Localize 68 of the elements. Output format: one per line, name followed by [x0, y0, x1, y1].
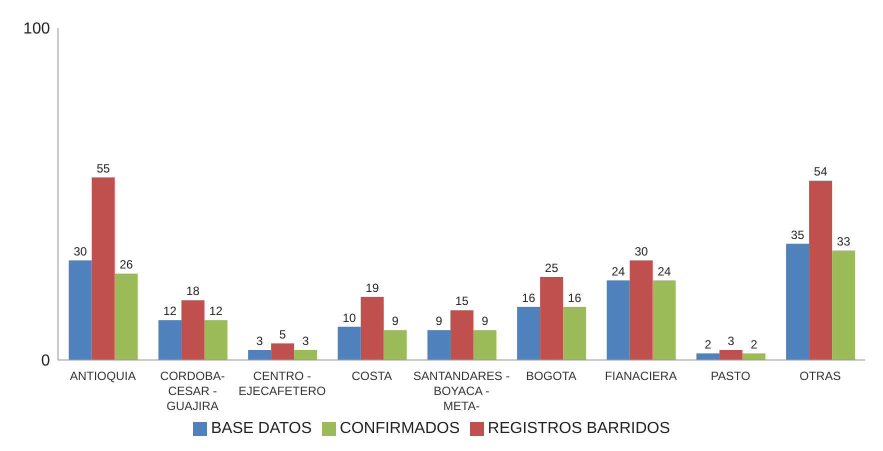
y-tick-label: 100 — [23, 20, 50, 38]
bar — [204, 320, 228, 360]
data-label: 54 — [814, 164, 828, 179]
data-label: 12 — [163, 304, 177, 318]
data-label: 26 — [120, 258, 134, 272]
x-tick-label: SANTANDARES - BOYACA - META- — [413, 369, 510, 413]
x-tick-label: CENTRO - EJECAFETERO — [238, 369, 326, 398]
data-label: 5 — [279, 327, 286, 342]
data-label: 2 — [750, 337, 758, 352]
bar — [473, 330, 496, 360]
bar — [719, 350, 742, 360]
data-label: 30 — [634, 244, 648, 258]
data-label: 18 — [186, 284, 200, 298]
data-label: 24 — [612, 264, 626, 278]
bar — [114, 274, 138, 360]
x-tick-label: ANTIOQUIA — [70, 369, 136, 383]
legend-label: BASE DATOS — [210, 420, 312, 437]
data-label: 9 — [482, 314, 489, 328]
data-label: 15 — [455, 294, 469, 308]
bar — [630, 260, 653, 360]
bar — [696, 353, 720, 360]
data-label: 10 — [342, 310, 356, 325]
y-tick-label: 0 — [41, 352, 50, 370]
data-label: 30 — [74, 244, 88, 258]
bar — [158, 320, 182, 360]
x-tick-label: OTRAS — [799, 369, 841, 383]
data-label: 33 — [836, 234, 851, 248]
data-label: 24 — [658, 264, 672, 278]
data-label: 19 — [366, 280, 380, 295]
x-tick-label: FIANACIERA — [604, 369, 677, 383]
bar — [360, 296, 384, 360]
data-label: 3 — [728, 334, 735, 348]
bar — [540, 277, 564, 360]
bar — [181, 300, 204, 360]
bar — [68, 260, 92, 360]
data-label: 9 — [436, 314, 443, 328]
x-tick-label: COSTA — [352, 369, 392, 383]
data-label: 16 — [568, 290, 582, 305]
bar — [427, 330, 450, 360]
data-label: 12 — [209, 304, 223, 318]
data-label: 25 — [544, 261, 559, 275]
bar — [294, 350, 318, 360]
bar — [338, 326, 361, 360]
legend-label: CONFIRMADOS — [340, 420, 460, 437]
data-label: 2 — [704, 337, 712, 352]
data-label: 16 — [522, 290, 536, 305]
data-label: 3 — [302, 334, 310, 348]
bar — [809, 180, 832, 360]
bar — [786, 244, 810, 360]
bar — [248, 350, 272, 360]
x-tick-label: CORDOBA- CESAR - GUAJIRA — [160, 369, 225, 413]
bar — [652, 280, 676, 360]
bar — [563, 306, 586, 360]
x-tick-label: BOGOTA — [526, 369, 576, 383]
bar — [832, 250, 856, 360]
data-label: 3 — [256, 334, 264, 348]
bar — [606, 280, 630, 360]
bar — [517, 306, 540, 360]
legend-label: REGISTROS BARRIDOS — [488, 420, 670, 437]
data-label: 9 — [392, 314, 399, 328]
x-tick-label: PASTO — [710, 369, 750, 383]
bar — [384, 330, 407, 360]
data-label: 35 — [790, 228, 805, 242]
bar — [742, 353, 766, 360]
data-label: 55 — [96, 161, 110, 176]
bar — [450, 310, 474, 360]
bar — [92, 177, 115, 360]
bar — [271, 343, 294, 360]
